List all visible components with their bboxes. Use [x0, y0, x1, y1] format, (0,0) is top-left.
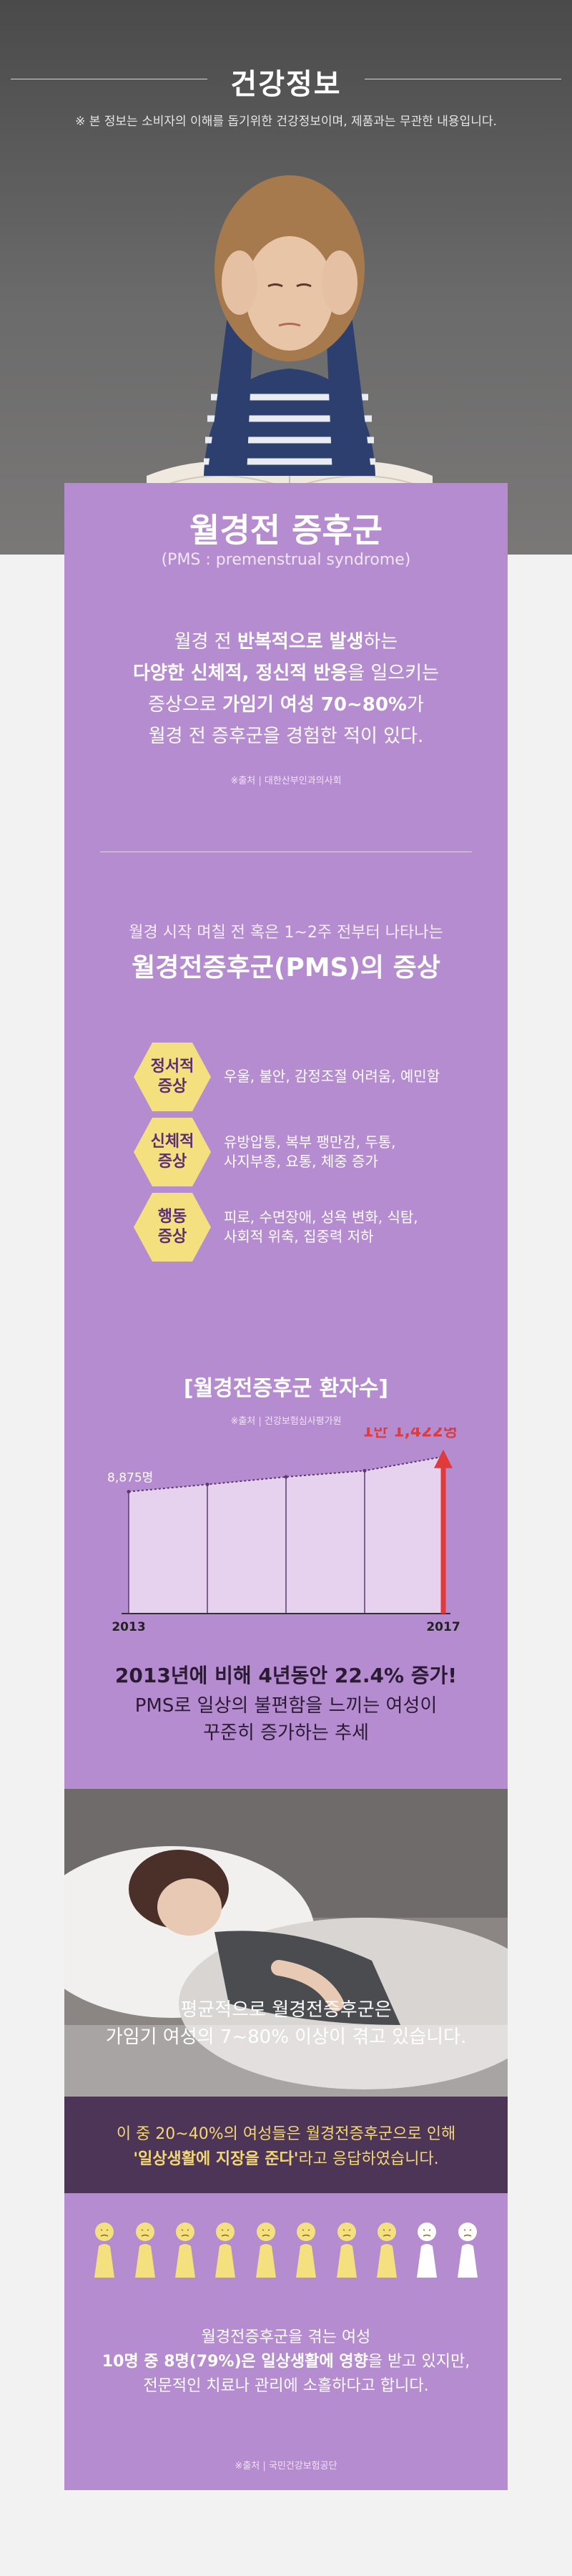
source-note: ※출처 | 대한산부인과의사회 [230, 776, 342, 786]
highlight-band [64, 2097, 508, 2193]
page-title: 건강정보 [230, 68, 342, 101]
person-icon [413, 2222, 441, 2279]
chart-source: ※출처 | 건강보험심사평가원 [230, 1416, 342, 1427]
final-source: ※출처 | 국민건강보험공단 [235, 2461, 337, 2472]
symptom-category-label: 신체적 증상 [150, 1133, 194, 1171]
patient-count-chart: 8,875명 1만 1,422명 2013 2017 [107, 1428, 460, 1634]
symptom-row-physical: 신체적 증상 유방압통, 복부 팽만감, 두통, 사지부종, 요통, 체중 증가 [132, 1116, 490, 1188]
pms-subtitle: (PMS : premenstrual syndrome) [161, 551, 411, 569]
symptom-description: 우울, 불안, 감정조절 어려움, 예민함 [224, 1068, 440, 1085]
content-panel: 월경전 증후군 (PMS : premenstrual syndrome) 월경… [64, 483, 508, 2490]
stat-headline: 2013년에 비해 4년동안 22.4% 증가! [114, 1664, 458, 1687]
photo-caption: 평균적으로 월경전증후군은 가임기 여성의 7~80% 이상이 겪고 있습니다. [105, 1999, 467, 2048]
stat-description: PMS로 일상의 불편함을 느끼는 여성이 꾸준히 증가하는 추세 [134, 1695, 438, 1744]
hexagon-badge [134, 1193, 211, 1262]
person-icon [252, 2222, 280, 2279]
people-icon-row [84, 2222, 488, 2293]
chart-point [127, 1490, 131, 1494]
symptom-description: 피로, 수면장애, 성욕 변화, 식탐, 사회적 위축, 집중력 저하 [224, 1209, 418, 1245]
growth-arrow-head [434, 1449, 453, 1468]
person-icon [332, 2222, 361, 2279]
hero-section: 건강정보 ※ 본 정보는 소비자의 이해를 돕기위한 건강정보이며, 제품과는 … [0, 0, 572, 555]
intro-text: 을 일으키는 [347, 663, 440, 684]
person-icon [292, 2222, 320, 2279]
chart-point [363, 1468, 367, 1473]
intro-highlight: 다양한 신체적, 정신적 반응 [132, 663, 348, 684]
hexagon-badge [134, 1043, 211, 1111]
person-icon [131, 2222, 159, 2279]
final-statement: 월경전증후군을 겪는 여성 10명 중 8명(79%)은 일상생활에 영향을 받… [102, 2328, 470, 2395]
person-icon [211, 2222, 240, 2279]
person-icon [453, 2222, 482, 2279]
x-tick-label: 2017 [426, 1620, 460, 1634]
hero-title-row: 건강정보 [0, 57, 572, 101]
stressed-woman-photo [147, 175, 433, 530]
person-icon [171, 2222, 199, 2279]
pms-intro: 월경 전 반복적으로 발생하는 다양한 신체적, 정신적 반응을 일으키는 증상… [64, 626, 508, 752]
symptom-row-emotional: 정서적 증상 우울, 불안, 감정조절 어려움, 예민함 [132, 1041, 490, 1113]
symptoms-title: 월경전증후군(PMS)의 증상 [132, 953, 440, 982]
intro-text: 가 [406, 694, 424, 716]
symptom-category-label: 정서적 증상 [150, 1058, 194, 1096]
symptoms-pretitle: 월경 시작 며칠 전 혹은 1~2주 전부터 나타나는 [129, 924, 443, 942]
intro-text: 월경 전 증후군을 경험한 적이 있다. [148, 726, 424, 747]
highlight-text: 이 중 20~40%의 여성들은 월경전증후군으로 인해 '일상생활에 지장을 … [116, 2125, 456, 2168]
start-value-label: 8,875명 [107, 1471, 153, 1485]
end-value-label: 1만 1,422명 [363, 1428, 458, 1441]
chart-line [128, 1455, 444, 1493]
disclaimer-note: ※ 본 정보는 소비자의 이해를 돕기위한 건강정보이며, 제품과는 무관한 내… [75, 114, 497, 129]
symptom-row-behavioral: 행동 증상 피로, 수면장애, 성욕 변화, 식탐, 사회적 위축, 집중력 저하 [132, 1191, 490, 1263]
intro-text: 월경 전 [174, 631, 237, 653]
intro-text: 증상으로 [148, 694, 223, 716]
pms-title: 월경전 증후군 [189, 511, 383, 550]
person-icon [90, 2222, 119, 2279]
x-tick-label: 2013 [112, 1620, 145, 1634]
chart-title: [월경전증후군 환자수] [183, 1376, 389, 1401]
intro-highlight: 반복적으로 발생 [237, 631, 364, 653]
intro-highlight: 가임기 여성 70~80% [222, 694, 407, 716]
hexagon-badge [134, 1118, 211, 1186]
symptom-description: 유방압통, 복부 팽만감, 두통, 사지부종, 요통, 체중 증가 [224, 1133, 396, 1170]
resting-woman-photo [64, 1789, 508, 2097]
intro-text: 하는 [363, 631, 398, 653]
chart-point [205, 1483, 209, 1487]
person-icon [373, 2222, 401, 2279]
symptom-category-label: 행동 증상 [157, 1208, 187, 1246]
chart-point [284, 1475, 288, 1479]
